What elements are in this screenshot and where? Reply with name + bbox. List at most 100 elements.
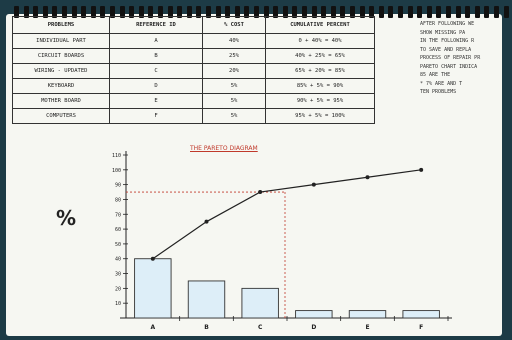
- x-tick-label: E: [365, 324, 369, 331]
- note-line: TO SAVE AND REPLA: [420, 46, 472, 53]
- binding-ring: [292, 6, 298, 18]
- cumulative-point: [258, 190, 263, 195]
- cumulative-point: [419, 167, 424, 172]
- binding-ring: [359, 6, 365, 18]
- spiral-binding: [0, 0, 512, 22]
- y-axis-label: %: [56, 206, 76, 230]
- y-tick-label: 90: [115, 183, 121, 189]
- binding-ring: [407, 6, 413, 18]
- binding-ring: [474, 6, 480, 18]
- binding-ring: [244, 6, 250, 18]
- note-line: PROCESS OF REPAIR PR: [420, 55, 481, 61]
- binding-ring: [90, 6, 96, 18]
- binding-ring: [33, 6, 39, 18]
- binding-ring: [388, 6, 394, 18]
- chart-title: THE PARETO DIAGRAM: [190, 145, 258, 152]
- bar-f: [402, 310, 440, 319]
- bar-e: [348, 310, 387, 319]
- cumulative-point: [365, 175, 370, 180]
- binding-ring: [455, 6, 461, 18]
- binding-ring: [503, 6, 509, 18]
- table-row: COMPUTERS F 5% 95% + 5% = 100%: [12, 108, 375, 124]
- cell-cumulative: 95% + 5% = 100%: [265, 108, 375, 124]
- binding-ring: [321, 6, 327, 18]
- binding-ring: [350, 6, 355, 18]
- note-line: SHOW MISSING PA: [420, 29, 466, 36]
- binding-ring: [398, 6, 403, 18]
- binding-ring: [225, 6, 231, 18]
- binding-ring: [129, 6, 135, 18]
- binding-ring: [62, 6, 67, 18]
- bar-a: [134, 258, 172, 319]
- bar-d: [295, 310, 333, 319]
- binding-ring: [14, 6, 19, 18]
- binding-ring: [119, 6, 125, 18]
- y-tick-label: 80: [115, 197, 121, 203]
- y-tick-label: 110: [112, 153, 121, 159]
- y-tick-label: 10: [115, 301, 121, 307]
- x-tick-label: D: [311, 324, 316, 331]
- binding-ring: [186, 6, 192, 18]
- bar-b: [187, 280, 226, 319]
- table-row: MOTHER BOARD E 5% 90% + 5% = 95%: [12, 93, 375, 109]
- binding-ring: [215, 6, 221, 18]
- binding-ring: [81, 6, 87, 18]
- cumulative-point: [150, 256, 155, 261]
- note-line: 85 ARE THE: [420, 72, 451, 78]
- binding-ring: [330, 6, 336, 18]
- y-tick-label: 30: [115, 272, 121, 278]
- cumulative-line: [152, 169, 422, 260]
- binding-ring: [426, 6, 432, 18]
- handwritten-notes: AFTER FOLLOWING WE SHOW MISSING PA IN TH…: [420, 20, 510, 97]
- binding-ring: [196, 6, 202, 18]
- y-tick-label: 100: [112, 168, 121, 174]
- x-tick-label: C: [258, 324, 263, 331]
- binding-ring: [167, 6, 173, 18]
- note-line: * 7% ARE AND T: [420, 80, 463, 87]
- binding-ring: [158, 6, 163, 18]
- x-tick-label: F: [419, 324, 423, 331]
- note-line: AFTER FOLLOWING WE: [420, 21, 475, 27]
- binding-ring: [138, 6, 144, 18]
- y-tick-label: 60: [115, 227, 121, 233]
- binding-ring: [378, 6, 384, 18]
- note-line: TEN PROBLEMS: [420, 89, 457, 95]
- binding-ring: [494, 6, 499, 18]
- binding-ring: [52, 6, 58, 18]
- note-line: PARETO CHART INDICA: [420, 63, 478, 70]
- binding-ring: [23, 6, 29, 18]
- binding-ring: [369, 6, 375, 18]
- y-tick-label: 50: [115, 242, 121, 248]
- cumulative-point: [311, 182, 316, 187]
- binding-ring: [254, 6, 259, 18]
- binding-ring: [273, 6, 279, 18]
- binding-ring: [417, 6, 423, 18]
- binding-ring: [446, 6, 451, 18]
- x-tick-label: A: [151, 324, 156, 331]
- pareto-table: PROBLEMS REFERENCE ID % COST CUMULATIVE …: [12, 16, 375, 124]
- binding-ring: [234, 6, 240, 18]
- binding-ring: [177, 6, 183, 18]
- binding-ring: [71, 6, 77, 18]
- binding-ring: [302, 6, 307, 18]
- cumulative-point: [204, 219, 209, 224]
- binding-ring: [42, 6, 48, 18]
- binding-ring: [110, 6, 115, 18]
- binding-ring: [263, 6, 269, 18]
- y-tick-label: 20: [115, 286, 121, 292]
- binding-ring: [282, 6, 288, 18]
- binding-ring: [484, 6, 490, 18]
- x-tick-label: B: [204, 324, 209, 331]
- binding-ring: [465, 6, 471, 18]
- binding-ring: [206, 6, 211, 18]
- bar-c: [241, 287, 279, 319]
- binding-ring: [340, 6, 346, 18]
- binding-ring: [100, 6, 106, 18]
- y-tick-label: 40: [115, 257, 121, 263]
- binding-ring: [148, 6, 154, 18]
- binding-ring: [436, 6, 442, 18]
- y-tick-label: 70: [115, 212, 121, 218]
- cell-problem: COMPUTERS: [12, 108, 110, 124]
- note-line: IN THE FOLLOWING R: [420, 38, 475, 44]
